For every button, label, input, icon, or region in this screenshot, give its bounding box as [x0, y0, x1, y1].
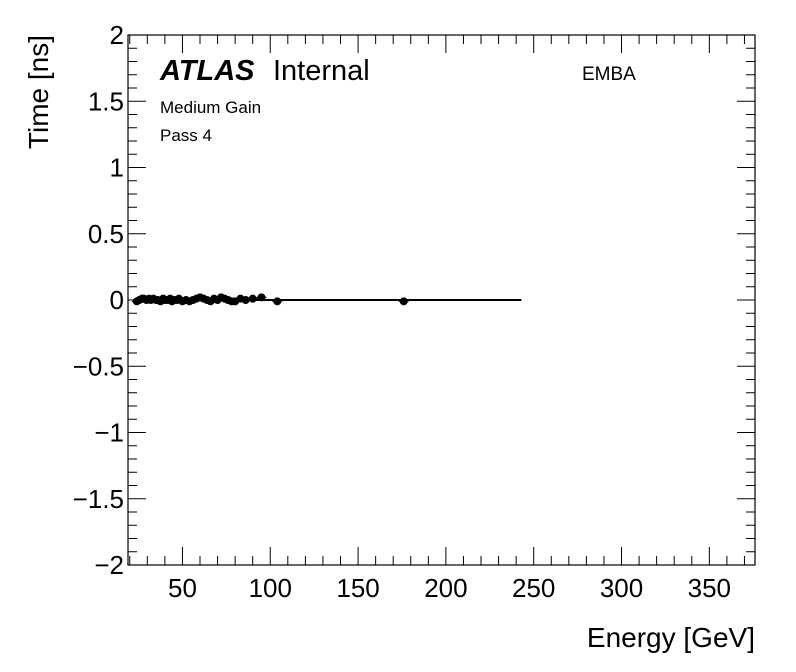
y-tick-label: 1: [110, 153, 124, 183]
x-tick-label: 200: [424, 573, 467, 603]
x-tick-label: 150: [336, 573, 379, 603]
x-tick-label: 350: [688, 573, 731, 603]
y-tick-label: −1: [94, 418, 124, 448]
x-tick-label: 300: [600, 573, 643, 603]
y-tick-label: 2: [110, 20, 124, 50]
data-point: [257, 293, 266, 302]
data-point: [399, 297, 408, 306]
x-tick-label: 250: [512, 573, 555, 603]
y-tick-label: 1.5: [88, 86, 124, 116]
data-point: [241, 296, 250, 304]
x-axis-title: Energy [GeV]: [587, 622, 755, 653]
y-axis-title: Time [ns]: [23, 35, 54, 149]
pass-label: Pass 4: [160, 126, 212, 145]
atlas-label: ATLAS: [159, 55, 255, 87]
internal-label: Internal: [273, 55, 370, 87]
x-tick-label: 50: [168, 573, 197, 603]
y-tick-label: 0: [110, 285, 124, 315]
y-tick-label: 0.5: [88, 219, 124, 249]
axis-tick-labels: 50 100 150 200 250 300 350 −2 −1.5 −1 −0.5 0 0.5 1 1.5…: [73, 20, 731, 603]
axis-ticks: [128, 34, 755, 566]
gain-label: Medium Gain: [160, 98, 261, 117]
region-label: EMBA: [582, 64, 636, 85]
data-point: [273, 297, 282, 306]
data-point: [248, 294, 257, 303]
y-tick-label: −2: [94, 550, 124, 580]
data-points: [131, 293, 409, 306]
y-tick-label: −1.5: [73, 484, 124, 514]
x-tick-label: 100: [249, 573, 292, 603]
y-tick-label: −0.5: [73, 351, 124, 381]
